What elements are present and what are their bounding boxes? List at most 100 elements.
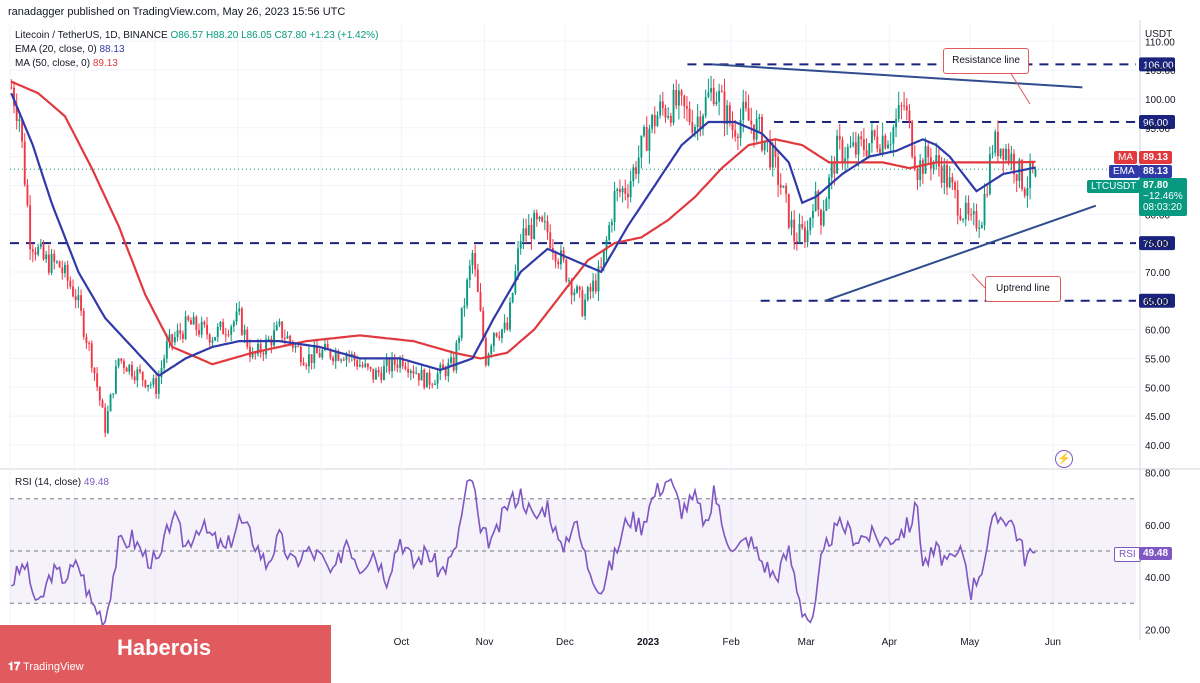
resistance-line-label[interactable]: Resistance line xyxy=(943,48,1029,74)
candle-body xyxy=(37,246,40,255)
candle-body xyxy=(828,177,830,200)
candle-body xyxy=(192,316,195,325)
time-tick-label: 2023 xyxy=(637,637,660,648)
ma-legend[interactable]: MA (50, close, 0) 89.13 xyxy=(15,58,118,69)
candle-body xyxy=(568,280,570,282)
candle-body xyxy=(1010,153,1013,162)
candle-body xyxy=(645,127,648,151)
candle-body xyxy=(391,357,393,372)
candle-body xyxy=(533,212,536,239)
candle-body xyxy=(1026,188,1029,196)
candle-body xyxy=(680,90,683,96)
rsi-tick-label: 80.00 xyxy=(1145,469,1170,480)
candle-body xyxy=(409,370,412,373)
candle-body xyxy=(771,146,774,168)
candle-body xyxy=(940,166,943,183)
candle-body xyxy=(876,136,879,149)
candle-body xyxy=(222,321,225,335)
candle-body xyxy=(128,364,131,372)
candle-body xyxy=(822,210,825,226)
candle-body xyxy=(230,326,233,335)
candle-body xyxy=(257,343,259,354)
candle-body xyxy=(613,190,616,222)
ma-legend-value: 89.13 xyxy=(92,58,118,69)
candle-body xyxy=(219,321,222,327)
ema-tag-value: 88.13 xyxy=(1139,165,1173,178)
alert-lightning-icon[interactable]: ⚡ xyxy=(1055,450,1073,468)
candle-body xyxy=(946,164,948,188)
ma-tag-name: MA xyxy=(1114,151,1137,164)
candle-body xyxy=(208,334,211,343)
rsi-legend[interactable]: RSI (14, close) 49.48 xyxy=(15,477,109,488)
candle-body xyxy=(726,105,729,124)
candle-body xyxy=(538,216,541,220)
candle-body xyxy=(846,146,849,159)
price-tag-value: 87.80 xyxy=(1143,180,1169,191)
ema-legend[interactable]: EMA (20, close, 0) 88.13 xyxy=(15,44,125,55)
candle-body xyxy=(417,373,420,381)
level-tag-label: 65.00 xyxy=(1143,297,1168,308)
candle-body xyxy=(366,363,369,367)
candle-body xyxy=(661,101,664,109)
candle-body xyxy=(490,345,493,354)
candle-body xyxy=(133,376,136,381)
candle-body xyxy=(275,325,278,331)
candle-body xyxy=(452,357,455,371)
candle-body xyxy=(176,330,179,338)
candle-body xyxy=(967,202,970,215)
candle-body xyxy=(870,130,873,144)
candle-body xyxy=(80,295,82,311)
candle-body xyxy=(790,219,793,228)
candle-body xyxy=(224,334,227,336)
price-tag: 87.80 −12.46% 08:03:20 xyxy=(1139,178,1187,216)
candle-body xyxy=(139,369,141,372)
candle-body xyxy=(385,359,388,366)
candle-body xyxy=(305,365,308,367)
symbol-legend: Litecoin / TetherUS, 1D, BINANCE O86.57 … xyxy=(15,30,378,41)
candle-body xyxy=(836,135,839,174)
candle-body xyxy=(527,224,530,236)
uptrend-line-label[interactable]: Uptrend line xyxy=(985,276,1061,302)
candle-body xyxy=(506,322,509,330)
candle-body xyxy=(667,115,670,118)
candle-body xyxy=(104,407,107,433)
candle-body xyxy=(428,372,431,385)
time-tick-label: May xyxy=(960,637,979,648)
candle-body xyxy=(479,291,482,311)
candle-body xyxy=(369,366,372,369)
candle-body xyxy=(691,122,694,133)
candle-body xyxy=(704,96,707,116)
candle-body xyxy=(294,345,297,348)
candle-body xyxy=(125,367,128,372)
candle-body xyxy=(608,225,611,240)
uptrend-trendline xyxy=(824,204,1097,302)
candle-body xyxy=(152,378,155,385)
candle-body xyxy=(581,290,584,317)
candle-body xyxy=(954,182,956,190)
candle-body xyxy=(356,360,359,367)
candle-body xyxy=(206,324,208,335)
candle-body xyxy=(774,146,777,157)
candle-body xyxy=(648,128,651,151)
candle-body xyxy=(986,193,989,195)
candle-body xyxy=(964,202,967,220)
time-tick-label: Oct xyxy=(394,637,410,648)
candle-body xyxy=(779,184,782,188)
candle-body xyxy=(90,343,93,368)
symbol-title[interactable]: Litecoin / TetherUS, 1D, BINANCE xyxy=(15,30,168,41)
candle-body xyxy=(144,380,147,387)
ohlc-high: H88.20 xyxy=(206,30,239,41)
candle-body xyxy=(769,138,771,168)
candle-body xyxy=(471,253,474,266)
candle-body xyxy=(916,169,919,181)
candle-body xyxy=(723,91,726,124)
candle-body xyxy=(179,330,182,334)
candle-body xyxy=(149,384,152,386)
candle-body xyxy=(600,266,603,268)
tradingview-logo-icon: 𝟏𝟕 xyxy=(8,661,21,673)
candle-body xyxy=(503,322,506,330)
candle-body xyxy=(852,142,855,146)
candle-body xyxy=(592,280,595,292)
candle-body xyxy=(404,366,407,369)
